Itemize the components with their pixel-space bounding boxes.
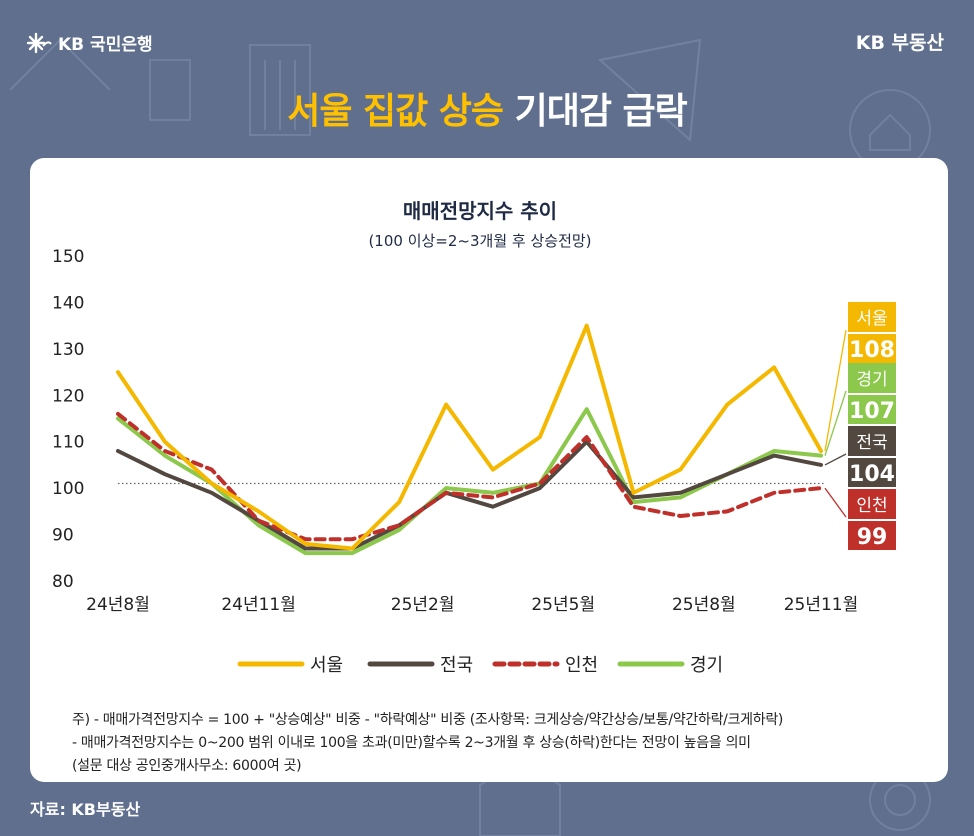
- headline-rest: 기대감 급락: [503, 91, 688, 132]
- x-tick-label: 24년11월: [221, 595, 296, 615]
- badge-connector-인천: [824, 487, 847, 518]
- legend-label-인천: 인천: [565, 655, 598, 676]
- legend-label-전국: 전국: [440, 655, 473, 676]
- y-tick-label: 110: [52, 433, 84, 453]
- y-tick-label: 90: [52, 526, 74, 546]
- note-line-2: - 매매가격전망지수는 0~200 범위 이내로 100을 초과(미만)할수록 …: [72, 735, 751, 751]
- x-tick-label: 24년8월: [86, 595, 150, 615]
- x-tick-label: 25년2월: [391, 595, 455, 615]
- chart-card: 매매전망지수 추이 (100 이상=2~3개월 후 상승전망) 80 90 100 110…: [30, 158, 948, 782]
- chart-title: 매매전망지수 추이: [403, 199, 557, 223]
- y-tick-label: 80: [52, 572, 74, 592]
- kb-star-icon: [26, 32, 52, 53]
- badge-connector-전국: [824, 453, 847, 466]
- line-chart: 매매전망지수 추이 (100 이상=2~3개월 후 상승전망) 80 90 100 110…: [52, 199, 896, 676]
- note-line-3: (설문 대상 공인중개사무소: 6000여 곳): [72, 758, 302, 774]
- x-tick-label: 25년8월: [672, 595, 736, 615]
- series-line-서울: [116, 323, 823, 551]
- badge-value-box-전국: [848, 458, 896, 487]
- kb-bank-logo: KB 국민은행: [26, 30, 153, 55]
- badge-name-box-인천: [848, 489, 896, 519]
- y-tick-label: 130: [52, 340, 84, 360]
- badge-value-전국: 104: [849, 462, 895, 487]
- series-line-전국: [116, 439, 823, 551]
- x-tick-label: 25년5월: [531, 595, 595, 615]
- badge-value-box-경기: [848, 395, 896, 424]
- y-tick-label: 120: [52, 386, 84, 406]
- badge-value-서울: 108: [849, 338, 895, 363]
- badge-name-box-서울: [848, 302, 896, 332]
- badge-name-전국: 전국: [856, 433, 887, 453]
- badge-value-box-인천: [848, 521, 896, 550]
- legend-label-서울: 서울: [310, 655, 343, 676]
- badge-name-경기: 경기: [856, 370, 887, 390]
- badge-name-인천: 인천: [856, 496, 887, 516]
- series-line-인천: [116, 411, 823, 542]
- headline: 서울 집값 상승 기대감 급락: [0, 82, 974, 134]
- source-credit: 자료: KB부동산: [30, 800, 141, 819]
- headline-highlight: 서울 집값 상승: [287, 91, 504, 132]
- y-tick-label: 140: [52, 293, 84, 313]
- x-tick-label: 25년11월: [784, 595, 859, 615]
- y-tick-label: 150: [52, 247, 84, 267]
- badge-name-box-전국: [848, 426, 896, 456]
- legend-label-경기: 경기: [690, 655, 723, 676]
- badge-name-box-경기: [848, 363, 896, 393]
- badge-value-경기: 107: [849, 399, 895, 424]
- chart-subtitle: (100 이상=2~3개월 후 상승전망): [368, 232, 591, 250]
- badge-name-서울: 서울: [856, 309, 887, 329]
- note-line-1: 주) - 매매가격전망지수 = 100 + "상승예상" 비중 - "하락예상"…: [72, 712, 784, 728]
- badge-value-box-서울: [848, 334, 896, 363]
- badge-connector-경기: [824, 390, 847, 456]
- y-tick-label: 100: [52, 479, 84, 499]
- badge-value-인천: 99: [857, 525, 888, 550]
- bank-logo-text: KB 국민은행: [58, 35, 153, 55]
- kb-realestate-logo: KB 부동산: [855, 32, 944, 54]
- badge-connector-서울: [824, 329, 847, 452]
